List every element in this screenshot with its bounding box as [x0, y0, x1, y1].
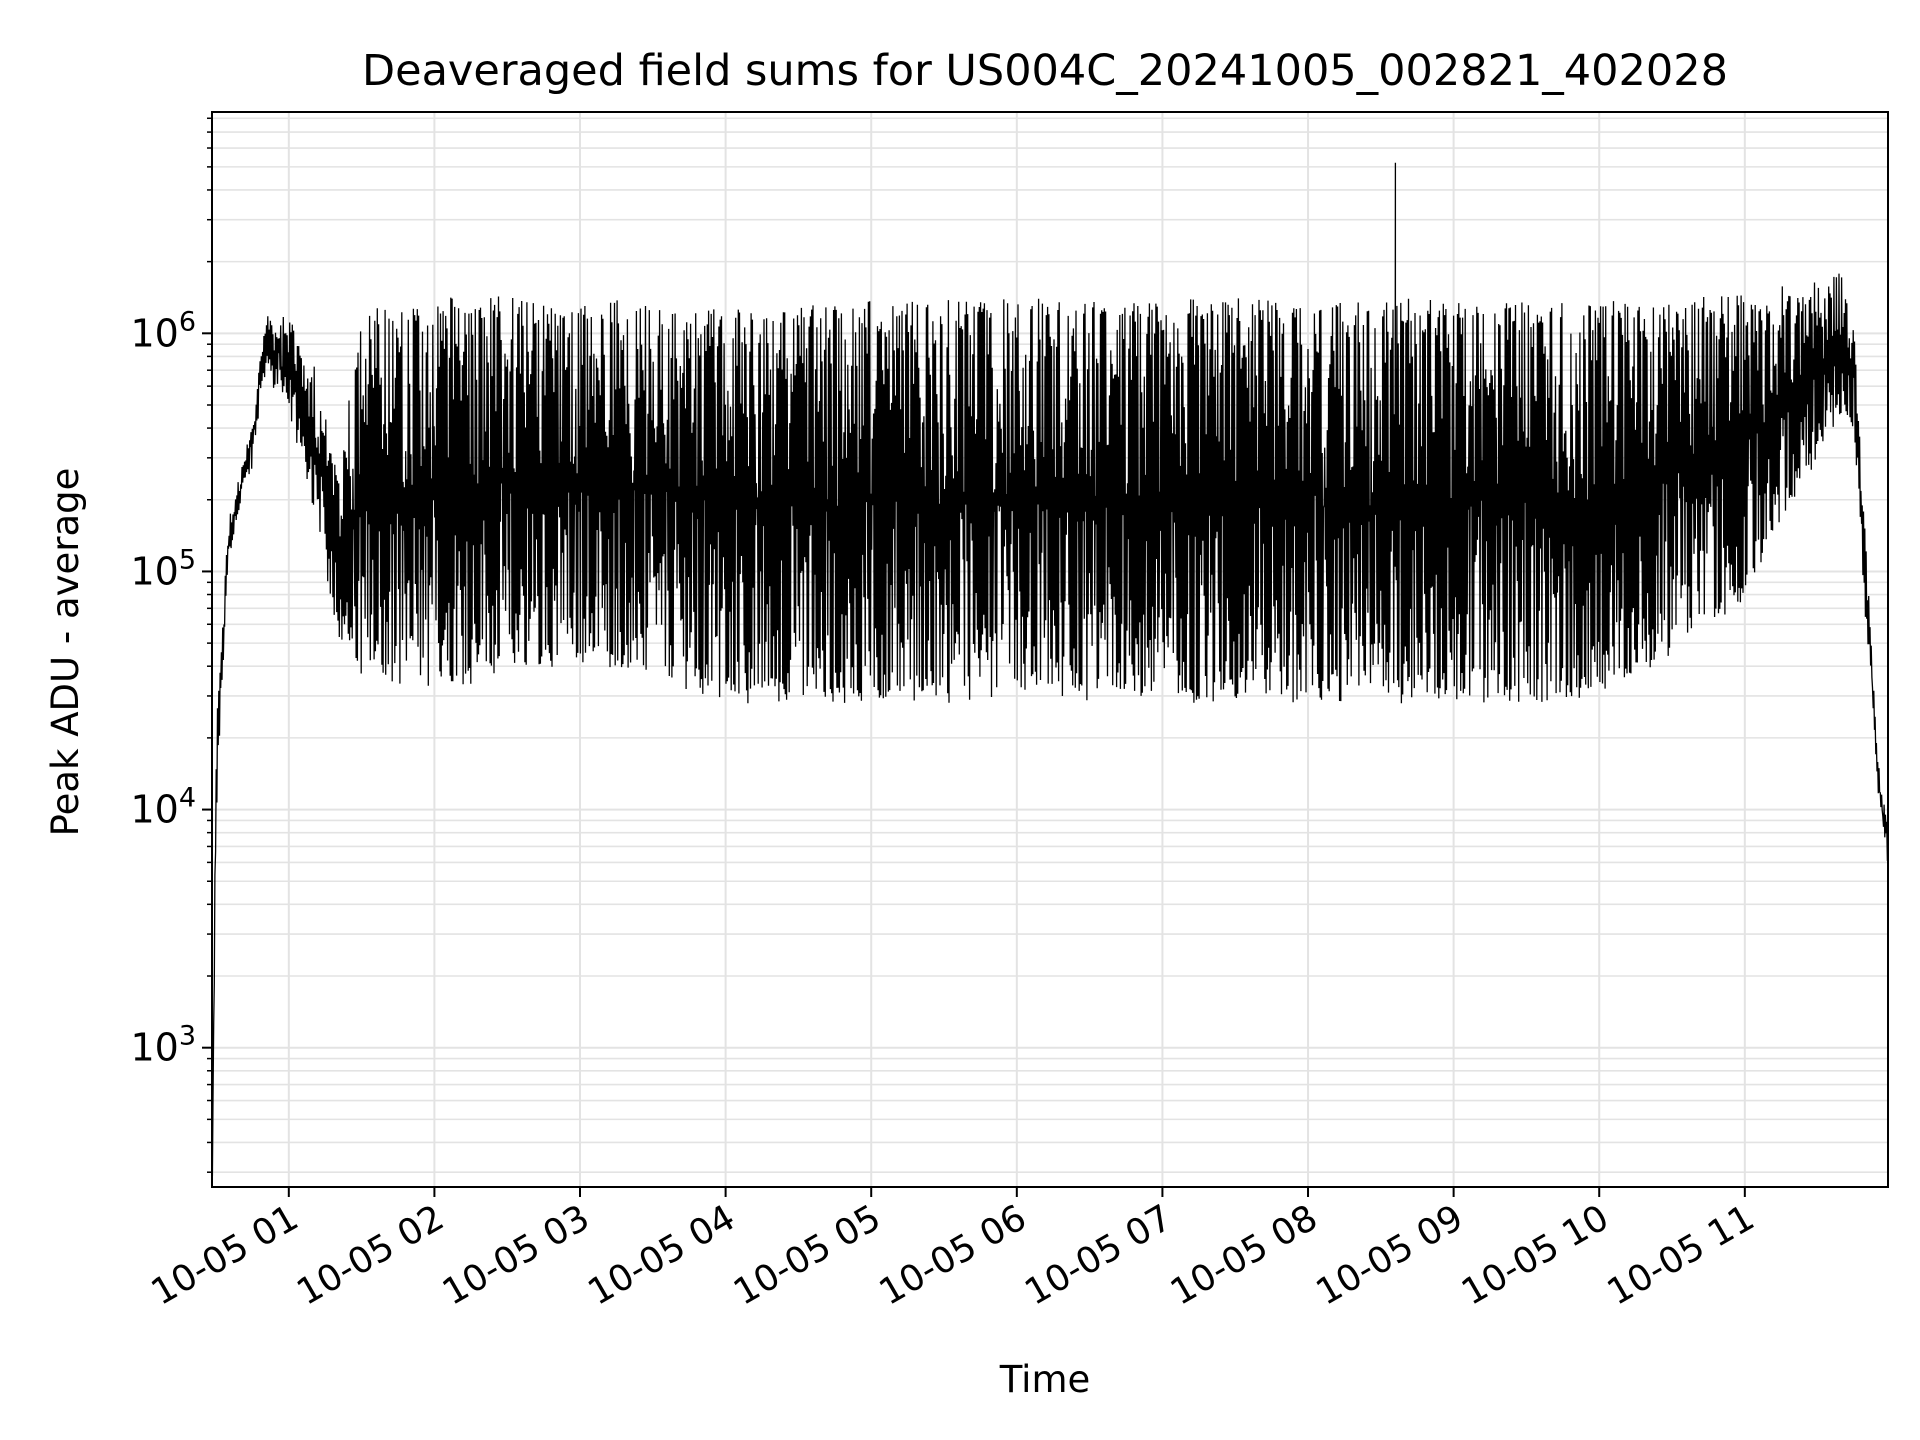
- x-tick-label: 10-05 01: [145, 1197, 306, 1313]
- x-axis-label: Time: [999, 1358, 1091, 1401]
- plot-frame: [211, 111, 1889, 1188]
- series-line: [211, 162, 1889, 1176]
- x-tick-label: 10-05 03: [436, 1197, 597, 1313]
- x-tick-label: 10-05 10: [1455, 1197, 1616, 1313]
- x-tick-label: 10-05 02: [290, 1197, 451, 1313]
- x-tick-label: 10-05 08: [1164, 1197, 1325, 1313]
- y-axis-ticks: 103 104 105 106: [130, 117, 212, 1173]
- chart-title: Deaveraged field sums for US004C_2024100…: [362, 46, 1728, 96]
- x-tick-label: 10-05 09: [1309, 1197, 1470, 1313]
- y-tick-label: 103: [130, 1021, 196, 1070]
- x-tick-label: 10-05 07: [1018, 1197, 1179, 1313]
- y-tick-label: 105: [130, 544, 196, 593]
- x-tick-label: 10-05 06: [873, 1197, 1034, 1313]
- y-axis-label: Peak ADU - average: [44, 468, 87, 837]
- series-path: [211, 162, 1889, 1176]
- y-tick-label: 106: [130, 306, 196, 355]
- y-tick-label: 104: [130, 783, 196, 832]
- x-tick-label: 10-05 04: [581, 1197, 742, 1313]
- x-tick-label: 10-05 11: [1601, 1197, 1762, 1313]
- x-tick-label: 10-05 05: [727, 1197, 888, 1313]
